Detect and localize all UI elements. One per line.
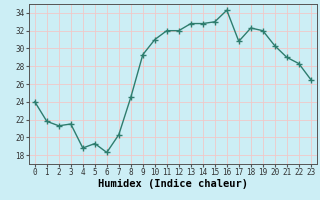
- X-axis label: Humidex (Indice chaleur): Humidex (Indice chaleur): [98, 179, 248, 189]
